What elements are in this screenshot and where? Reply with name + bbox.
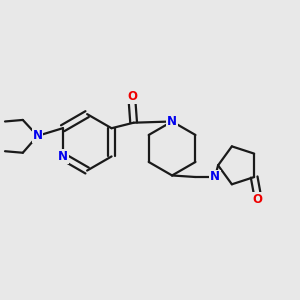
Text: N: N <box>32 129 43 142</box>
Text: N: N <box>210 170 220 184</box>
Text: O: O <box>127 90 137 104</box>
Text: N: N <box>167 115 177 128</box>
Text: O: O <box>252 193 262 206</box>
Text: N: N <box>58 150 68 163</box>
